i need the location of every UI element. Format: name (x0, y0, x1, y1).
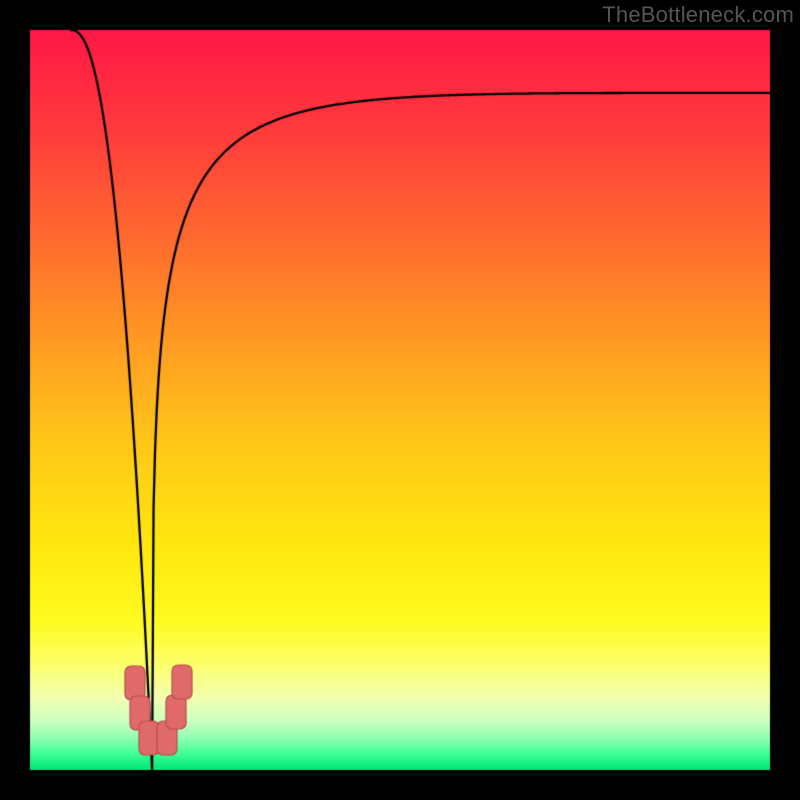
bottleneck-chart-canvas (0, 0, 800, 800)
chart-stage: TheBottleneck.com (0, 0, 800, 800)
